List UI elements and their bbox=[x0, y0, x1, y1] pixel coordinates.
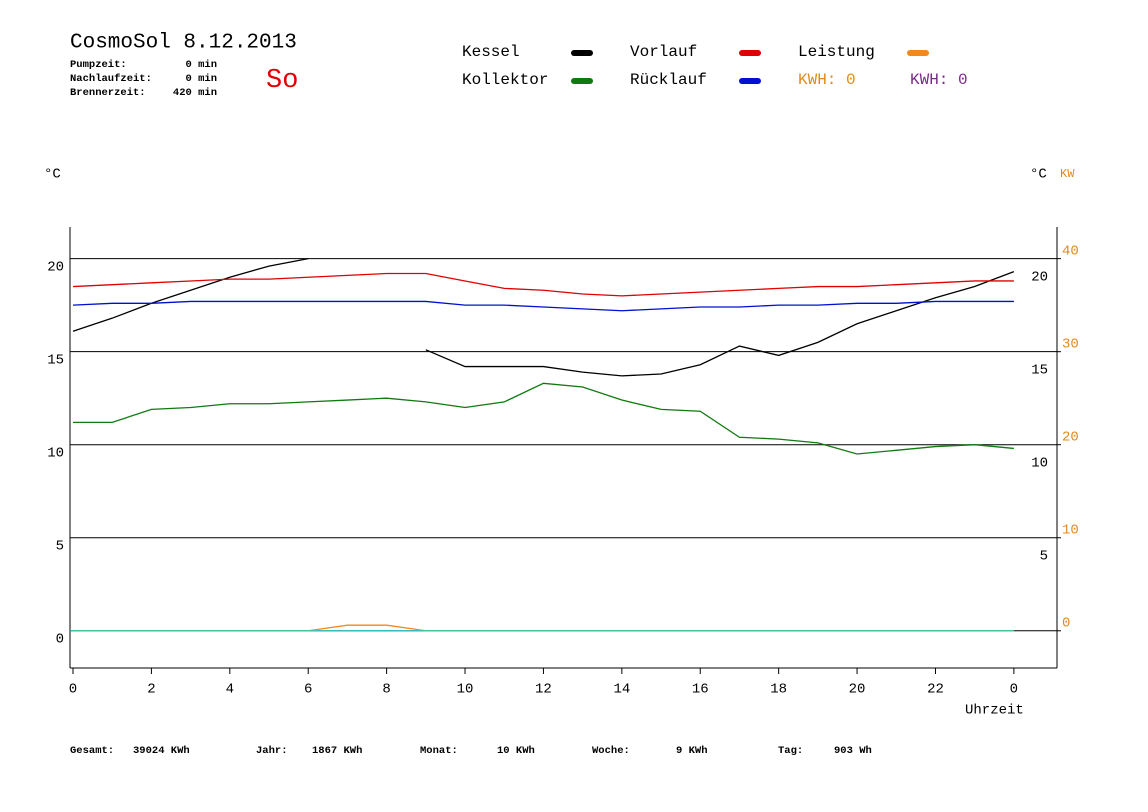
y-tick-label: 5 bbox=[56, 538, 64, 554]
footer-label: Gesamt: bbox=[70, 745, 114, 757]
x-tick-label: 12 bbox=[535, 682, 552, 698]
x-tick-label: 4 bbox=[226, 682, 234, 698]
footer-label: Monat: bbox=[420, 745, 458, 757]
footer-label: Jahr: bbox=[256, 745, 288, 757]
legend-label: Vorlauf bbox=[630, 43, 697, 61]
legend-label: Leistung bbox=[798, 43, 875, 61]
y-tick-label: 0 bbox=[56, 631, 64, 647]
info-label: Nachlaufzeit: bbox=[70, 73, 152, 85]
y2-tick-label: 20 bbox=[1062, 429, 1079, 445]
x-tick-label: 20 bbox=[849, 682, 866, 698]
legend-label: Kessel bbox=[462, 43, 520, 61]
y-tick-label-inner: 15 bbox=[1031, 362, 1048, 378]
series-line bbox=[73, 382, 1014, 455]
footer-label: Woche: bbox=[592, 745, 630, 757]
x-label: Uhrzeit bbox=[965, 703, 1024, 719]
x-tick-label: 18 bbox=[770, 682, 787, 698]
x-tick-label: 10 bbox=[457, 682, 474, 698]
y-tick-label: 15 bbox=[47, 352, 64, 368]
x-tick-label: 22 bbox=[927, 682, 944, 698]
footer-value: 10 KWh bbox=[497, 745, 535, 757]
y-unit: °C bbox=[44, 167, 61, 183]
series-line bbox=[72, 272, 1014, 297]
x-tick-label: 0 bbox=[69, 682, 77, 698]
footer-label: Tag: bbox=[778, 745, 803, 757]
y2-unit: KW bbox=[1060, 167, 1075, 181]
y-tick-label-inner: 5 bbox=[1040, 548, 1048, 564]
series-line bbox=[72, 257, 309, 332]
x-tick-label: 0 bbox=[1010, 682, 1018, 698]
y2-unit-left: °C bbox=[1030, 167, 1047, 183]
legend-label: Rücklauf bbox=[630, 71, 707, 89]
day: So bbox=[266, 66, 298, 96]
kwh-label: KWH: 0 bbox=[798, 71, 856, 89]
info-value: 0 min bbox=[185, 59, 217, 71]
y2-tick-label: 10 bbox=[1062, 522, 1079, 538]
series-line bbox=[72, 300, 1014, 312]
footer-value: 39024 KWh bbox=[133, 745, 190, 757]
x-tick-label: 14 bbox=[613, 682, 630, 698]
info-value: 420 min bbox=[173, 87, 217, 99]
y2-tick-label: 0 bbox=[1062, 615, 1070, 631]
footer-value: 1867 KWh bbox=[312, 745, 362, 757]
x-tick-label: 8 bbox=[382, 682, 390, 698]
y-tick-label: 20 bbox=[47, 259, 64, 275]
y2-tick-label: 40 bbox=[1062, 243, 1079, 259]
info-value: 0 min bbox=[185, 73, 217, 85]
footer-value: 903 Wh bbox=[834, 745, 872, 757]
info-label: Brennerzeit: bbox=[70, 87, 146, 99]
kwh-label: KWH: 0 bbox=[910, 71, 968, 89]
y-tick-label-inner: 20 bbox=[1031, 269, 1048, 285]
x-tick-label: 6 bbox=[304, 682, 312, 698]
y-tick-label: 10 bbox=[47, 445, 64, 461]
y2-tick-label: 30 bbox=[1062, 336, 1079, 352]
legend-label: Kollektor bbox=[462, 71, 548, 89]
footer-value: 9 KWh bbox=[676, 745, 708, 757]
series-line bbox=[425, 271, 1015, 377]
y-tick-label-inner: 10 bbox=[1031, 455, 1048, 471]
x-tick-label: 2 bbox=[147, 682, 155, 698]
info-label: Pumpzeit: bbox=[70, 59, 127, 71]
title: CosmoSol 8.12.2013 bbox=[70, 32, 297, 55]
x-tick-label: 16 bbox=[692, 682, 709, 698]
